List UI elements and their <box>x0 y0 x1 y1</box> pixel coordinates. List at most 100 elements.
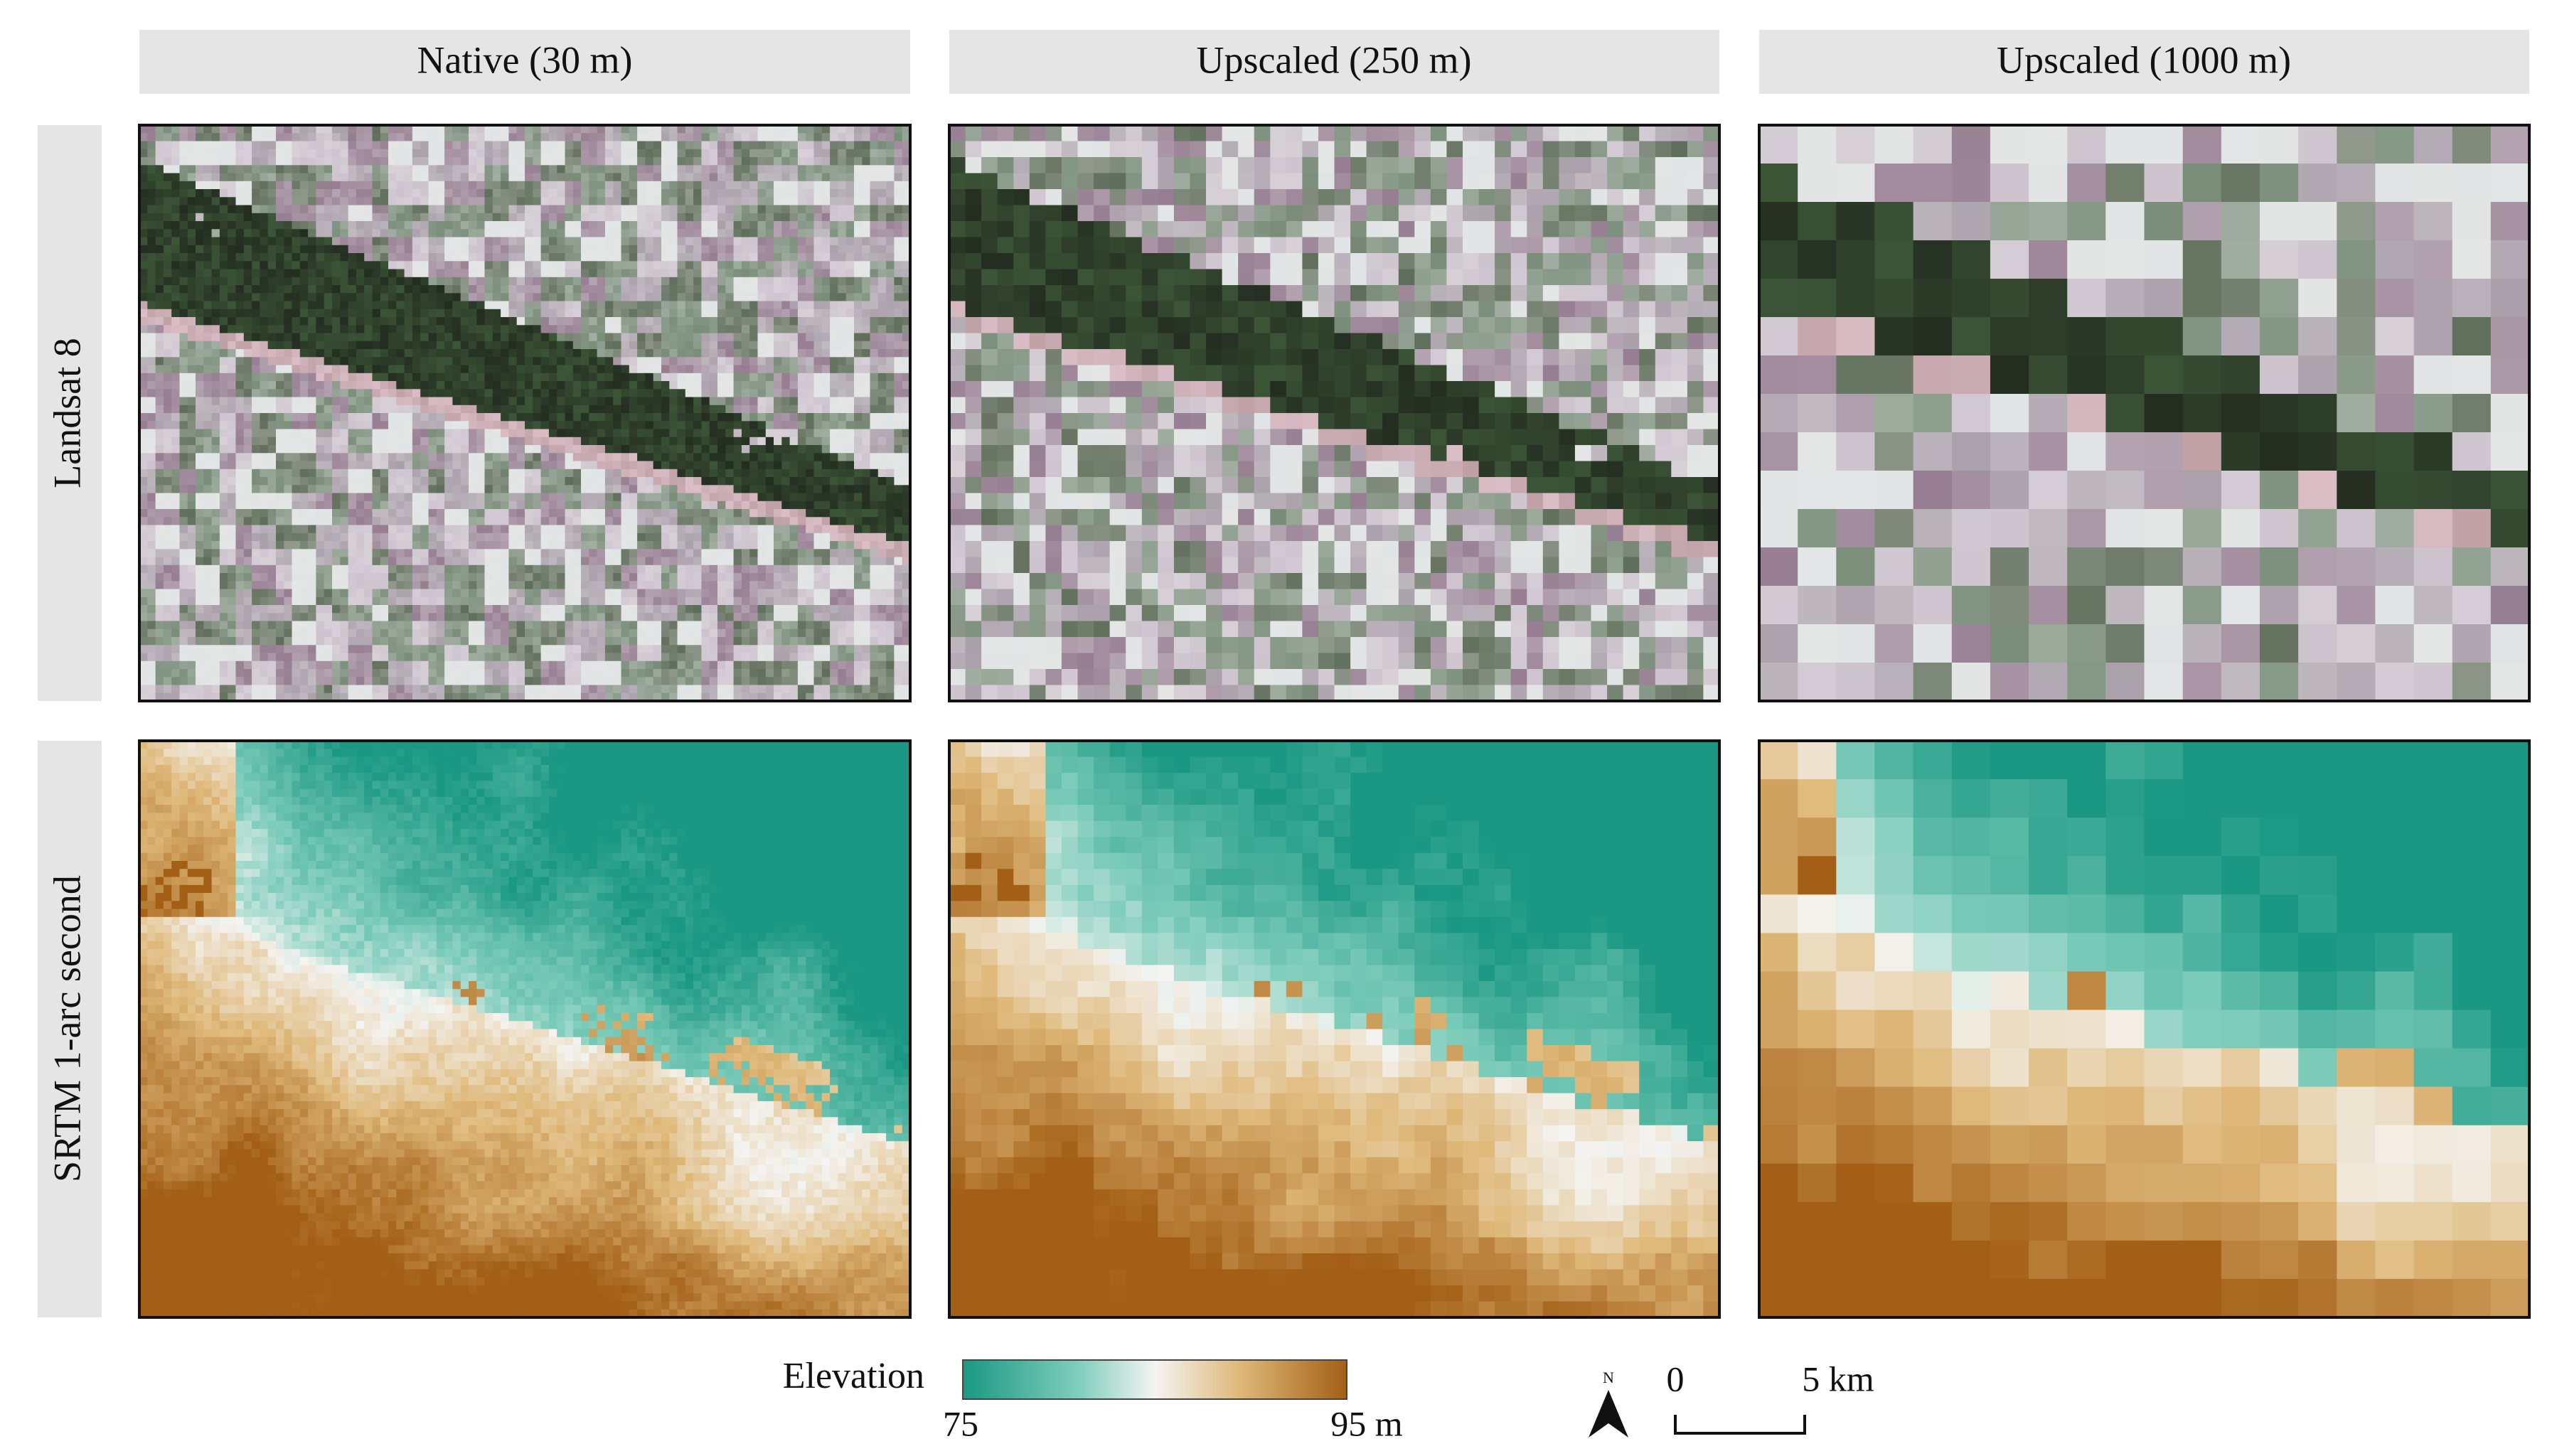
pixel <box>252 397 260 406</box>
pixel <box>525 269 533 278</box>
pixel <box>243 197 252 206</box>
pixel <box>862 445 871 454</box>
pixel <box>516 525 525 534</box>
pixel <box>219 341 228 350</box>
pixel <box>701 461 710 470</box>
pixel <box>902 149 911 158</box>
pixel <box>228 261 237 270</box>
pixel <box>604 125 614 134</box>
pixel <box>677 237 686 246</box>
pixel <box>613 285 622 294</box>
pixel <box>228 301 237 310</box>
pixel <box>219 453 228 462</box>
pixel <box>308 133 316 142</box>
pixel <box>340 485 349 494</box>
pixel <box>516 317 525 326</box>
pixel <box>637 429 646 438</box>
pixel <box>171 157 181 166</box>
pixel <box>589 357 598 366</box>
pixel <box>838 317 847 326</box>
pixel <box>572 445 582 454</box>
pixel <box>701 500 710 510</box>
pixel <box>629 509 638 518</box>
pixel <box>171 293 181 302</box>
pixel <box>813 421 823 430</box>
pixel <box>324 221 333 230</box>
pixel <box>179 245 188 254</box>
pixel <box>508 237 518 246</box>
pixel <box>902 197 911 206</box>
pixel <box>196 493 204 502</box>
pixel <box>412 517 421 526</box>
pixel <box>557 133 566 142</box>
pixel <box>299 205 309 214</box>
pixel <box>565 221 574 230</box>
pixel <box>854 333 863 342</box>
pixel <box>235 181 245 190</box>
pixel <box>260 453 269 462</box>
pixel <box>613 269 622 278</box>
pixel <box>420 293 429 302</box>
pixel <box>284 149 293 158</box>
pixel <box>469 517 477 526</box>
pixel <box>284 469 293 478</box>
pixel <box>765 453 774 462</box>
pixel <box>572 500 582 510</box>
pixel <box>203 157 213 166</box>
pixel <box>693 245 702 254</box>
pixel <box>813 445 823 454</box>
pixel <box>701 477 710 486</box>
pixel <box>677 429 686 438</box>
pixel <box>701 389 710 398</box>
pixel <box>677 405 686 414</box>
pixel <box>821 509 831 518</box>
pixel <box>557 357 566 366</box>
pixel <box>789 437 799 446</box>
pixel <box>139 237 148 246</box>
pixel <box>813 517 823 526</box>
pixel <box>669 421 678 430</box>
pixel <box>589 325 598 334</box>
pixel <box>733 301 742 310</box>
pixel <box>484 381 493 390</box>
pixel <box>725 445 735 454</box>
pixel <box>894 189 903 198</box>
pixel <box>741 141 750 150</box>
pixel <box>877 181 887 190</box>
pixel <box>557 517 566 526</box>
pixel <box>540 405 550 414</box>
pixel <box>877 381 887 390</box>
pixel <box>139 269 148 278</box>
pixel <box>484 309 493 318</box>
pixel <box>709 397 718 406</box>
pixel <box>572 253 582 262</box>
pixel <box>621 500 630 510</box>
pixel <box>348 429 357 438</box>
pixel <box>332 325 341 334</box>
pixel <box>396 389 405 398</box>
pixel <box>147 445 156 454</box>
pixel <box>725 493 735 502</box>
pixel <box>709 213 718 222</box>
pixel <box>340 261 349 270</box>
pixel <box>629 229 638 238</box>
pixel <box>388 157 397 166</box>
pixel <box>709 165 718 174</box>
pixel <box>548 133 557 142</box>
pixel <box>276 453 284 462</box>
pixel <box>179 213 188 222</box>
pixel <box>781 469 791 478</box>
pixel <box>685 269 694 278</box>
pixel <box>501 277 509 286</box>
pixel <box>701 277 710 286</box>
pixel <box>404 493 413 502</box>
pixel <box>380 437 389 446</box>
pixel <box>701 309 710 318</box>
pixel <box>501 437 509 446</box>
pixel <box>492 381 501 390</box>
pixel <box>460 301 469 310</box>
pixel <box>163 389 172 398</box>
pixel <box>356 532 365 542</box>
pixel <box>540 333 550 342</box>
pixel <box>749 397 759 406</box>
